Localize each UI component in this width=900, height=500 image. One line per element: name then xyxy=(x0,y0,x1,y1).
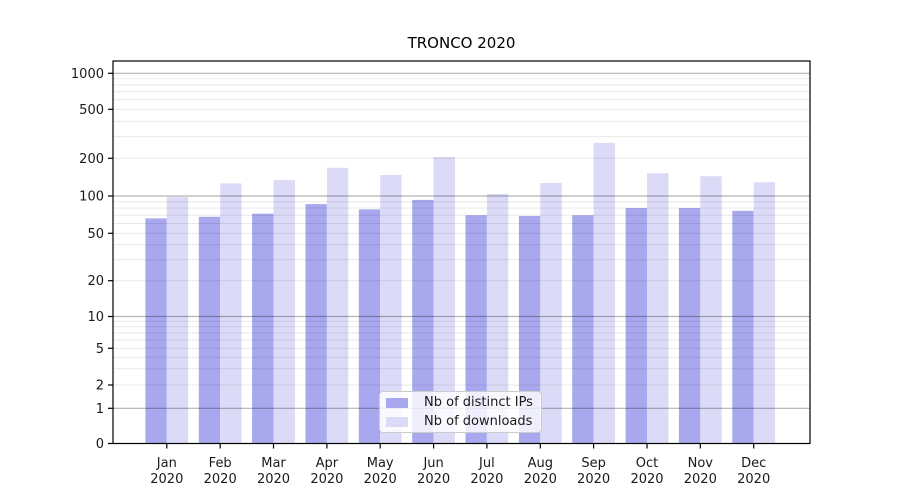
y-tick-label: 50 xyxy=(87,227,104,242)
tick-labels-group: 01251020501002005001000Jan2020Feb2020Mar… xyxy=(71,67,770,487)
bar-downloads-may xyxy=(380,175,402,444)
legend-item-downloads: Nb of downloads xyxy=(386,413,533,429)
x-tick-label-month: Oct xyxy=(636,456,658,471)
bar-downloads-sep xyxy=(593,143,615,444)
gridlines-group xyxy=(113,72,810,409)
plot-border xyxy=(112,60,811,445)
x-tick-label-month: Apr xyxy=(316,456,339,471)
bar-downloads-oct xyxy=(647,173,669,444)
bar-downloads-mar xyxy=(273,180,295,444)
x-tick-label-month: Jan xyxy=(156,456,177,471)
x-tick-label-month: Feb xyxy=(209,456,232,471)
x-tick-label-month: May xyxy=(367,456,394,471)
bar-distinct-ips-feb xyxy=(198,216,221,444)
x-tick-label-year: 2020 xyxy=(630,472,663,487)
legend-swatch-distinct-ips xyxy=(386,397,408,408)
legend-label-downloads: Nb of downloads xyxy=(424,413,533,429)
x-tick-label-month: Sep xyxy=(581,456,606,471)
legend-item-distinct-ips: Nb of distinct IPs xyxy=(386,394,533,410)
bar-downloads-jul xyxy=(486,193,509,444)
bar-distinct-ips-apr xyxy=(305,204,327,444)
x-tick-label-year: 2020 xyxy=(257,472,290,487)
x-tick-label-month: Mar xyxy=(261,456,286,471)
legend-swatch-downloads xyxy=(386,416,408,427)
x-tick-label-year: 2020 xyxy=(737,472,770,487)
y-tick-label: 2 xyxy=(96,379,104,394)
y-tick-label: 500 xyxy=(79,103,104,118)
x-tick-label-month: Jul xyxy=(478,456,495,471)
chart-title: TRONCO 2020 xyxy=(407,34,516,52)
bar-distinct-ips-jan xyxy=(145,218,167,444)
x-tick-label-month: Aug xyxy=(528,456,553,471)
bar-downloads-apr xyxy=(326,167,349,444)
bar-distinct-ips-jul xyxy=(465,215,487,444)
bar-distinct-ips-aug xyxy=(518,216,541,444)
y-tick-label: 20 xyxy=(87,274,104,289)
x-tick-label-month: Dec xyxy=(741,456,766,471)
x-tick-label-year: 2020 xyxy=(417,472,450,487)
y-tick-label: 0 xyxy=(96,437,104,452)
bar-downloads-feb xyxy=(220,183,242,444)
x-tick-label-year: 2020 xyxy=(364,472,397,487)
x-tick-label-year: 2020 xyxy=(684,472,717,487)
bar-downloads-dec xyxy=(753,182,776,444)
x-tick-label-year: 2020 xyxy=(524,472,557,487)
x-tick-label-year: 2020 xyxy=(310,472,343,487)
x-tick-label-month: Nov xyxy=(688,456,714,471)
legend-label-distinct-ips: Nb of distinct IPs xyxy=(424,394,533,410)
x-tick-label-year: 2020 xyxy=(150,472,183,487)
y-tick-label: 100 xyxy=(79,190,104,205)
bar-downloads-jan xyxy=(166,197,189,444)
legend: Nb of distinct IPs Nb of downloads xyxy=(379,391,542,433)
y-tick-label: 5 xyxy=(96,342,104,357)
bar-downloads-jun xyxy=(433,157,455,444)
x-tick-label-month: Jun xyxy=(422,456,443,471)
bar-distinct-ips-sep xyxy=(572,215,594,444)
y-tick-label: 10 xyxy=(87,310,104,325)
bar-downloads-nov xyxy=(700,176,722,444)
bar-distinct-ips-mar xyxy=(252,213,274,444)
x-tick-label-year: 2020 xyxy=(204,472,237,487)
y-tick-label: 1000 xyxy=(71,67,104,82)
y-tick-label: 1 xyxy=(96,402,104,417)
bar-downloads-aug xyxy=(540,183,562,444)
y-tick-label: 200 xyxy=(79,152,104,167)
x-tick-label-year: 2020 xyxy=(470,472,503,487)
axes-group xyxy=(108,60,811,449)
x-tick-label-year: 2020 xyxy=(577,472,610,487)
